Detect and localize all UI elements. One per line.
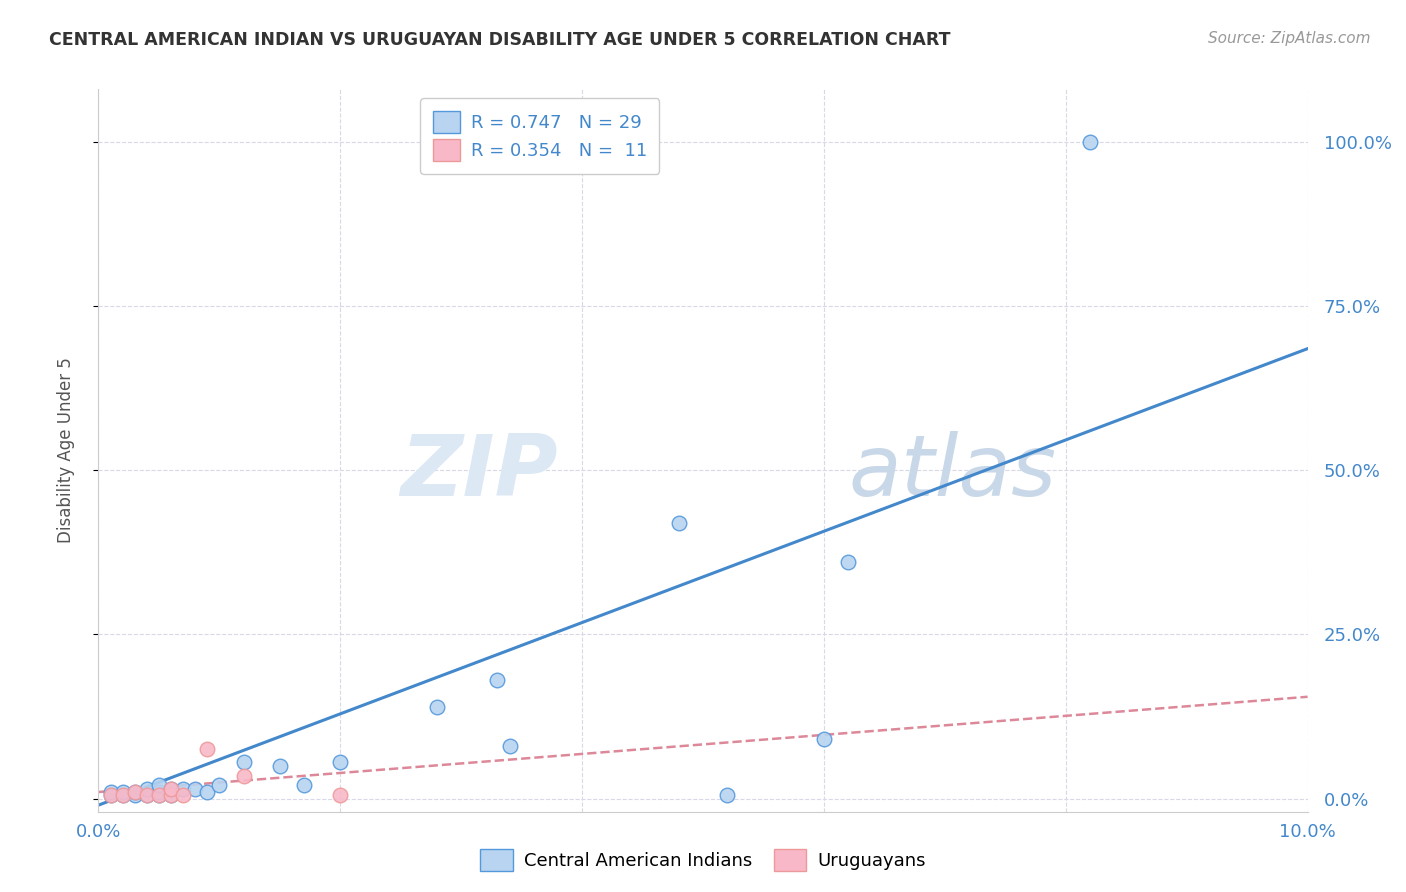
Point: [232, 756, 254, 770]
Text: Source: ZipAtlas.com: Source: ZipAtlas.com: [1208, 31, 1371, 46]
Point: [135, 789, 157, 803]
Point: [111, 789, 134, 803]
Text: CENTRAL AMERICAN INDIAN VS URUGUAYAN DISABILITY AGE UNDER 5 CORRELATION CHART: CENTRAL AMERICAN INDIAN VS URUGUAYAN DIS…: [49, 31, 950, 49]
Point: [135, 789, 157, 803]
Point: [184, 781, 207, 796]
Point: [100, 789, 122, 803]
Point: [148, 785, 170, 799]
Point: [148, 789, 170, 803]
Point: [716, 789, 738, 803]
Point: [668, 516, 690, 530]
Point: [195, 742, 218, 756]
Point: [329, 756, 352, 770]
Point: [124, 785, 146, 799]
Point: [100, 785, 122, 799]
Point: [160, 781, 183, 796]
Point: [329, 789, 352, 803]
Point: [148, 779, 170, 793]
Point: [111, 785, 134, 799]
Point: [135, 781, 157, 796]
Point: [208, 779, 231, 793]
Y-axis label: Disability Age Under 5: Disability Age Under 5: [56, 358, 75, 543]
Point: [100, 789, 122, 803]
Point: [160, 781, 183, 796]
Point: [111, 789, 134, 803]
Legend: Central American Indians, Uruguayans: Central American Indians, Uruguayans: [474, 842, 932, 879]
Point: [172, 789, 194, 803]
Point: [172, 781, 194, 796]
Point: [148, 789, 170, 803]
Text: ZIP: ZIP: [401, 431, 558, 514]
Legend: R = 0.747   N = 29, R = 0.354   N =  11: R = 0.747 N = 29, R = 0.354 N = 11: [420, 98, 659, 174]
Point: [426, 699, 449, 714]
Point: [195, 785, 218, 799]
Point: [160, 789, 183, 803]
Point: [232, 769, 254, 783]
Point: [837, 555, 859, 569]
Point: [1078, 135, 1101, 149]
Point: [124, 789, 146, 803]
Text: atlas: atlas: [848, 431, 1056, 514]
Point: [498, 739, 520, 753]
Point: [124, 785, 146, 799]
Point: [813, 732, 835, 747]
Point: [292, 779, 315, 793]
Point: [160, 789, 183, 803]
Point: [486, 673, 509, 688]
Point: [269, 758, 291, 772]
